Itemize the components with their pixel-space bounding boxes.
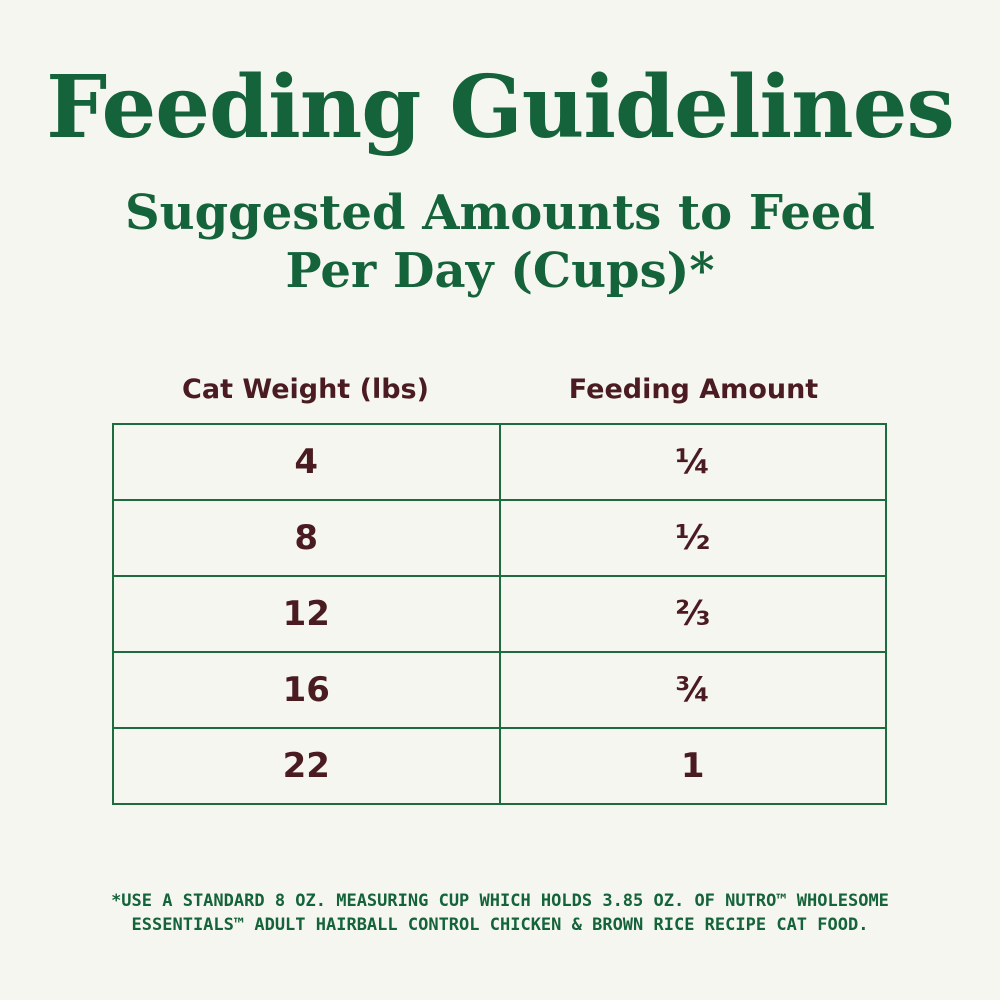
footnote: ESSENTIALS™ ADULT HAIRBALL CONTROL CHICK… — [131, 915, 869, 935]
feeding-table: 4 ¼ 8 ½ 12 ⅔ 16 ¾ 22 1 — [112, 423, 887, 805]
table-row: 22 1 — [112, 727, 887, 805]
column-header: Feeding Amount — [568, 374, 819, 405]
footnote: *USE A STANDARD 8 OZ. MEASURING CUP WHIC… — [111, 891, 889, 911]
table-row: 12 ⅔ — [112, 575, 887, 653]
title: Feeding Guidelines — [46, 57, 955, 158]
table-cell: ⅔ — [498, 575, 887, 653]
table-cell: ½ — [498, 499, 887, 577]
column-header: Cat Weight (lbs) — [182, 374, 429, 405]
table-cell: 12 — [112, 575, 501, 653]
table-cell: 1 — [498, 727, 887, 805]
subtitle: Suggested Amounts to Feed — [125, 185, 875, 241]
table-cell: 16 — [112, 651, 501, 729]
table-cell: 8 — [112, 499, 501, 577]
table-cell: ¾ — [498, 651, 887, 729]
table-cell: 22 — [112, 727, 501, 805]
table-row: 16 ¾ — [112, 651, 887, 729]
table-cell: ¼ — [498, 423, 887, 501]
table-cell: 4 — [112, 423, 501, 501]
subtitle: Per Day (Cups)* — [285, 243, 715, 299]
